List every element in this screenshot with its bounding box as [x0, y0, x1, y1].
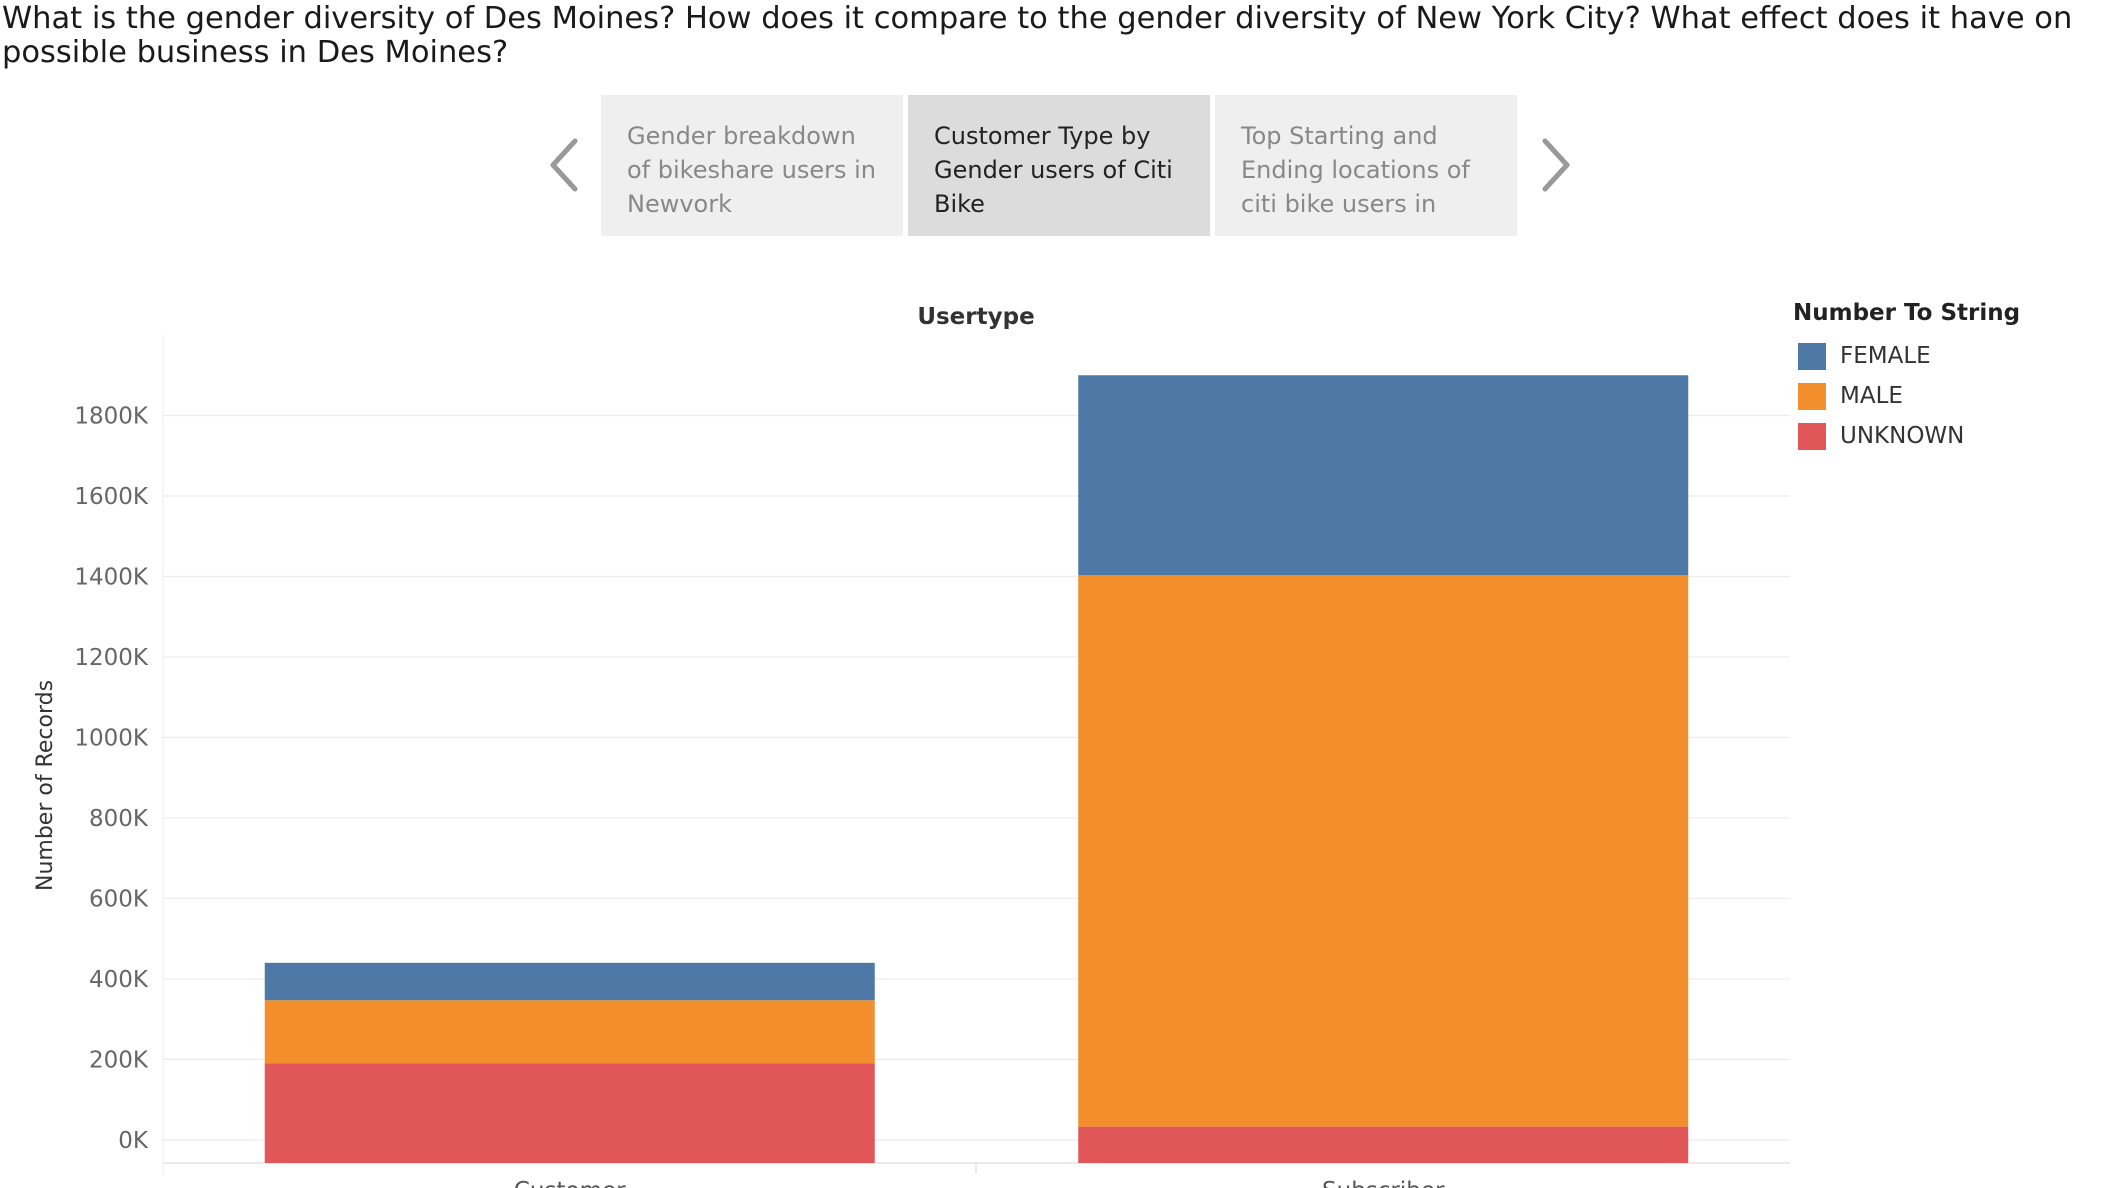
legend-swatch — [1798, 342, 1826, 370]
prev-story-point-button[interactable] — [545, 130, 585, 200]
story-point-gender-breakdown[interactable]: Gender breakdown of bikeshare users in N… — [601, 95, 903, 236]
legend-label: FEMALE — [1840, 343, 1931, 369]
legend-item-unknown[interactable]: UNKNOWN — [1793, 416, 2020, 456]
story-point-label: Gender breakdown of bikeshare users in N… — [627, 122, 876, 218]
y-tick-label: 1000K — [74, 725, 149, 751]
chart-header: Usertype — [917, 304, 1034, 330]
story-point-label: Customer Type by Gender users of Citi Bi… — [934, 122, 1173, 218]
y-tick-label: 0K — [118, 1128, 149, 1154]
x-tick-label: Subscriber — [1322, 1178, 1445, 1188]
y-tick-label: 1600K — [74, 484, 149, 510]
chevron-right-icon — [1542, 138, 1570, 192]
bar-customer-unknown[interactable] — [264, 1063, 875, 1163]
y-tick-label: 1400K — [74, 564, 149, 590]
legend-label: UNKNOWN — [1840, 423, 1965, 449]
y-axis-label: Number of Records — [33, 680, 58, 891]
legend-item-female[interactable]: FEMALE — [1793, 336, 2020, 376]
bar-customer-male[interactable] — [264, 1000, 875, 1064]
bar-subscriber-female[interactable] — [1078, 375, 1689, 576]
stacked-bar-chart: 0K 200K 400K 600K 800K 1000K 1200K 1400K 1600K 18… — [33, 304, 1790, 1188]
y-tick-label: 1800K — [74, 403, 149, 429]
legend-swatch — [1798, 422, 1826, 450]
legend-swatch — [1798, 382, 1826, 410]
y-tick-label: 400K — [89, 967, 149, 993]
next-story-point-button[interactable] — [1535, 130, 1575, 200]
chevron-left-icon — [550, 138, 578, 192]
bar-subscriber-unknown[interactable] — [1078, 1126, 1689, 1163]
legend: Number To String FEMALE MALE UNKNOWN — [1793, 300, 2020, 456]
legend-title: Number To String — [1793, 300, 2021, 326]
y-tick-label: 200K — [89, 1047, 149, 1073]
legend-item-male[interactable]: MALE — [1793, 376, 2020, 416]
y-tick-label: 800K — [89, 806, 149, 832]
bar-subscriber-male[interactable] — [1078, 575, 1689, 1127]
story-point-customer-type[interactable]: Customer Type by Gender users of Citi Bi… — [908, 95, 1210, 236]
story-point-top-locations[interactable]: Top Starting and Ending locations of cit… — [1215, 95, 1517, 236]
x-tick-label: Customer — [514, 1178, 626, 1188]
bar-customer-female[interactable] — [264, 962, 875, 1001]
story-title: What is the gender diversity of Des Moin… — [2, 1, 2073, 70]
legend-label: MALE — [1840, 383, 1903, 409]
story-point-label: Top Starting and Ending locations of cit… — [1241, 122, 1470, 218]
y-tick-label: 1200K — [74, 645, 149, 671]
y-tick-label: 600K — [89, 886, 149, 912]
chart-area: 0K 200K 400K 600K 800K 1000K 1200K 1400K 1600K 18… — [0, 280, 1800, 1188]
